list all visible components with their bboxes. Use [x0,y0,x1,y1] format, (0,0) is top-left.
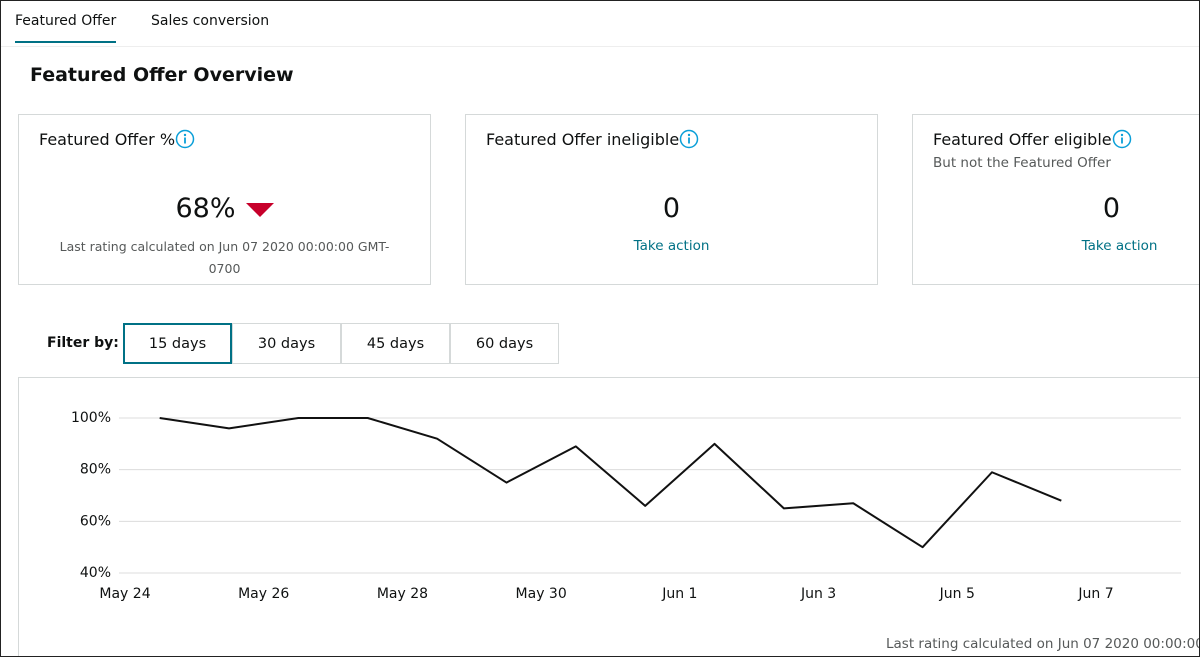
card-value: 0 [662,193,681,224]
filter-option[interactable]: 30 days [232,323,341,364]
filter-option[interactable]: 60 days [450,323,559,364]
trend-down [245,202,274,217]
card-value: 0 [1102,193,1121,224]
tab-bar: Featured Offer Sales conversion [1,1,1199,47]
x-tick-label: Jun 1 [661,586,697,602]
info-icon[interactable] [175,129,195,149]
chart-footnote: Last rating calculated on Jun 07 2020 00… [886,636,1200,652]
card: Featured Offer eligible But not the Feat… [912,114,1199,285]
card-title-row: Featured Offer eligible [933,129,1132,149]
filter-label: Filter by: [47,335,119,351]
y-tick-label: 100% [71,410,111,426]
card-link[interactable]: Take action [1081,238,1158,254]
filter-option[interactable]: 15 days [123,323,232,364]
x-tick-label: May 28 [377,586,428,602]
x-tick-label: Jun 7 [1077,586,1113,602]
x-tick-label: Jun 3 [800,586,836,602]
line [159,417,1062,549]
y-tick-label: 40% [80,565,111,581]
tab[interactable]: Featured Offer [15,13,117,43]
chart-panel [18,377,1199,656]
y-tick-label: 60% [80,513,111,529]
card-title: Featured Offer eligible [933,129,1112,149]
tab[interactable]: Sales conversion [151,13,270,29]
info-icon[interactable] [1112,129,1132,149]
card-subtitle: But not the Featured Offer [933,155,1111,171]
card: Featured Offer ineligible 0 Take action [465,114,878,285]
filter-option[interactable]: 45 days [341,323,450,364]
card-title-row: Featured Offer ineligible [486,129,699,149]
chart: Last rating calculated on Jun 07 2020 00… [71,410,1200,652]
card-title: Featured Offer ineligible [486,129,680,149]
card-note: Last rating calculated on Jun 07 2020 00… [59,239,390,276]
x-tick-label: May 24 [99,586,150,602]
card-title-row: Featured Offer % [39,129,195,149]
card-title: Featured Offer % [39,129,176,149]
card: Featured Offer % 68% Last rating calcula… [18,114,431,285]
card-link[interactable]: Take action [633,238,710,254]
x-tick-label: May 26 [238,586,289,602]
heading: Featured Offer Overview [30,64,294,86]
x-tick-label: May 30 [516,586,567,602]
y-tick-label: 80% [80,462,111,478]
card-value: 68% [175,193,236,224]
x-tick-label: Jun 5 [939,586,975,602]
info-icon[interactable] [679,129,699,149]
card-value-row: 68% [19,193,430,224]
